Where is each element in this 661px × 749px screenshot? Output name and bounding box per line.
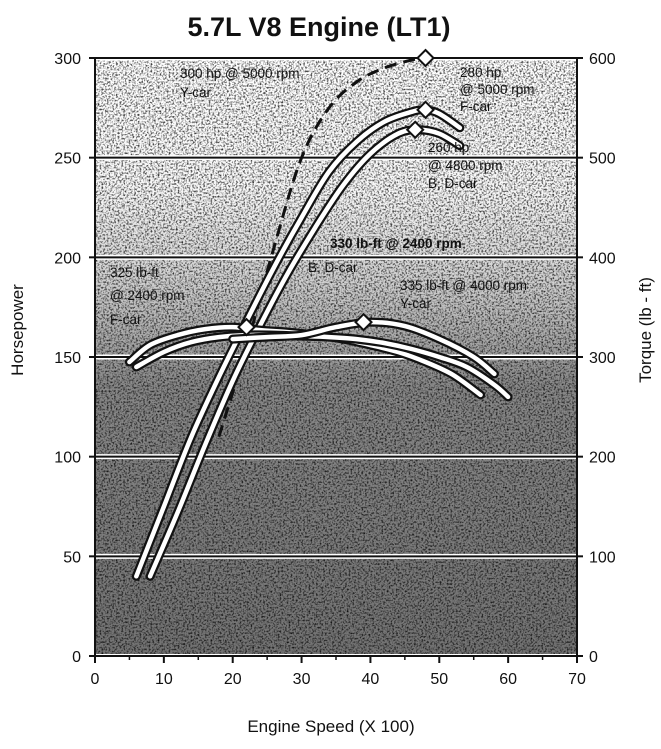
x-tick-label: 70 (568, 671, 586, 688)
y2-tick-label: 300 (589, 350, 616, 367)
annotation-tq-bd: 330 lb-ft @ 2400 rpm B, D-car (308, 236, 462, 275)
annotation-hp-f: 280 hp @ 5000 rpm F-car (460, 65, 535, 114)
y2-tick-label: 0 (589, 649, 598, 666)
annotation-hp-bd-line1: 260 hp (428, 140, 469, 155)
y-tick-label: 100 (54, 450, 81, 467)
annotation-tq-y-line2: Y-car (400, 296, 432, 311)
y-tick-label: 250 (54, 151, 81, 168)
peak-marker (416, 48, 435, 68)
y-axis-ticks: 0 50 100 150 200 250 300 (54, 51, 95, 666)
y2-tick-label: 600 (589, 51, 616, 68)
x-tick-label: 30 (293, 671, 311, 688)
annotation-hp-y: 300 hp @ 5000 rpm Y-car (180, 66, 300, 100)
y-tick-label: 0 (72, 649, 81, 666)
y-tick-label: 150 (54, 350, 81, 367)
annotation-tq-f-line2: @ 2400 rpm (110, 288, 185, 303)
annotation-hp-f-line1: 280 hp (460, 65, 501, 80)
y-tick-label: 300 (54, 51, 81, 68)
annotation-hp-y-line1: 300 hp @ 5000 rpm (180, 66, 300, 81)
x-tick-label: 20 (224, 671, 242, 688)
y2-tick-label: 100 (589, 549, 616, 566)
peak-marker (416, 100, 435, 120)
series-line-tq_bd (134, 332, 511, 400)
y-tick-label: 50 (63, 549, 81, 566)
y-axis-label: Horsepower (8, 284, 27, 376)
annotation-tq-f-line1: 325 lb-ft (110, 265, 159, 280)
peak-marker (405, 120, 425, 140)
annotation-hp-y-line2: Y-car (180, 85, 212, 100)
annotation-tq-bd-line2: B, D-car (308, 260, 358, 275)
annotation-hp-bd: 260 hp @ 4800 rpm B, D-car (428, 140, 503, 191)
annotation-tq-y: 335 lb-ft @ 4000 rpm Y-car (400, 278, 527, 311)
annotation-tq-bd-line1: 330 lb-ft @ 2400 rpm (330, 236, 462, 251)
chart-title: 5.7L V8 Engine (LT1) (187, 12, 450, 42)
x-axis-ticks: 0 10 20 30 40 50 60 70 (91, 656, 586, 688)
x-tick-label: 40 (362, 671, 380, 688)
series-line-hp_y (217, 56, 426, 438)
y2-axis-ticks: 0 100 200 300 400 500 600 (577, 51, 616, 666)
annotation-tq-y-line1: 335 lb-ft @ 4000 rpm (400, 278, 527, 293)
x-tick-label: 60 (499, 671, 517, 688)
y2-axis-label: Torque (lb - ft) (636, 277, 655, 383)
marker-group (237, 48, 435, 337)
annotation-hp-f-line2: @ 5000 rpm (460, 82, 535, 97)
annotation-tq-f-line3: F-car (110, 312, 142, 327)
annotation-hp-bd-line2: @ 4800 rpm (428, 158, 503, 173)
y2-tick-label: 500 (589, 151, 616, 168)
x-tick-label: 10 (155, 671, 173, 688)
y2-tick-label: 200 (589, 450, 616, 467)
x-axis-label: Engine Speed (X 100) (247, 717, 414, 736)
annotation-hp-bd-line3: B, D-car (428, 176, 478, 191)
peak-marker (237, 317, 256, 337)
x-tick-label: 0 (91, 671, 100, 688)
annotation-tq-f: 325 lb-ft @ 2400 rpm F-car (110, 265, 185, 327)
y2-tick-label: 400 (589, 250, 616, 267)
peak-marker (354, 312, 373, 332)
y-tick-label: 200 (54, 250, 81, 267)
x-tick-label: 50 (430, 671, 448, 688)
annotation-hp-f-line3: F-car (460, 99, 492, 114)
